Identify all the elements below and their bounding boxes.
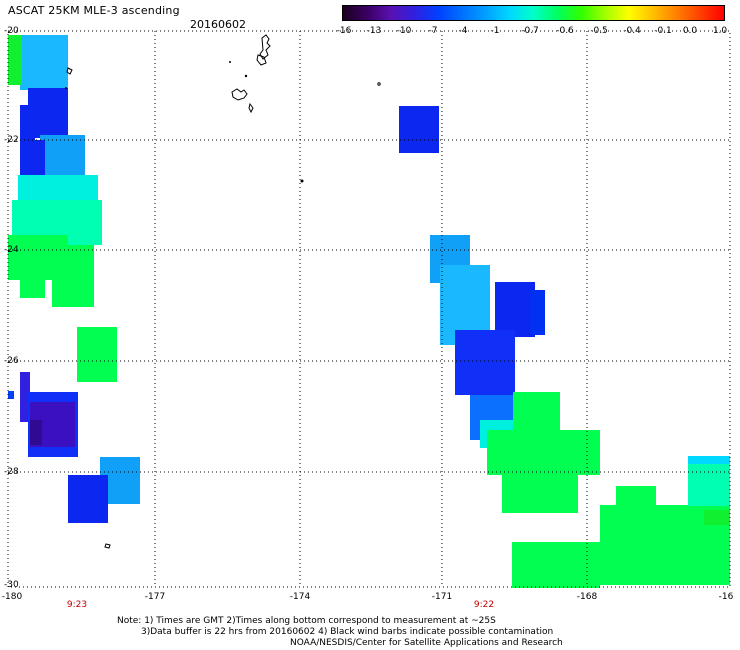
colorbar-label: -1 — [490, 26, 500, 36]
lon-label: -180 — [1, 592, 23, 602]
colorbar-label: -0.7 — [521, 26, 539, 36]
colorbar — [342, 5, 725, 21]
time-label: 9:22 — [473, 600, 495, 610]
colorbar-label: -4 — [458, 26, 468, 36]
colorbar-label: 0.0 — [682, 26, 698, 36]
note-line-1: Note: 1) Times are GMT 2)Times along bot… — [117, 616, 496, 626]
note-line-2: 3)Data buffer is 22 hrs from 20160602 4)… — [141, 627, 554, 637]
island-outlines — [66, 34, 381, 549]
lat-label: -24 — [4, 245, 19, 255]
lon-label: -174 — [289, 592, 311, 602]
colorbar-label: -0.1 — [654, 26, 672, 36]
colorbar-label: -13 — [366, 26, 382, 36]
lat-lon-grid — [8, 31, 730, 587]
island-dots — [65, 61, 304, 183]
colorbar-label: -0.5 — [590, 26, 608, 36]
map-date: 20160602 — [190, 18, 246, 31]
lon-label: -177 — [144, 592, 166, 602]
wind-cells-right-swath — [399, 106, 730, 588]
wind-cells-left-swath — [8, 35, 140, 523]
colorbar-gradient — [343, 6, 724, 20]
lon-label: -168 — [576, 592, 598, 602]
lat-label: -20 — [4, 26, 19, 36]
map-frame — [7, 30, 731, 588]
lat-label: -26 — [4, 356, 19, 366]
lat-label: -22 — [4, 135, 19, 145]
lat-label: -28 — [4, 467, 19, 477]
time-label: 9:23 — [66, 600, 88, 610]
map-title: ASCAT 25KM MLE-3 ascending — [8, 4, 180, 17]
lon-label: -171 — [431, 592, 453, 602]
lat-label: -30 — [4, 580, 19, 590]
lon-label: -16 — [718, 592, 734, 602]
note-line-3: NOAA/NESDIS/Center for Satellite Applica… — [290, 638, 563, 648]
